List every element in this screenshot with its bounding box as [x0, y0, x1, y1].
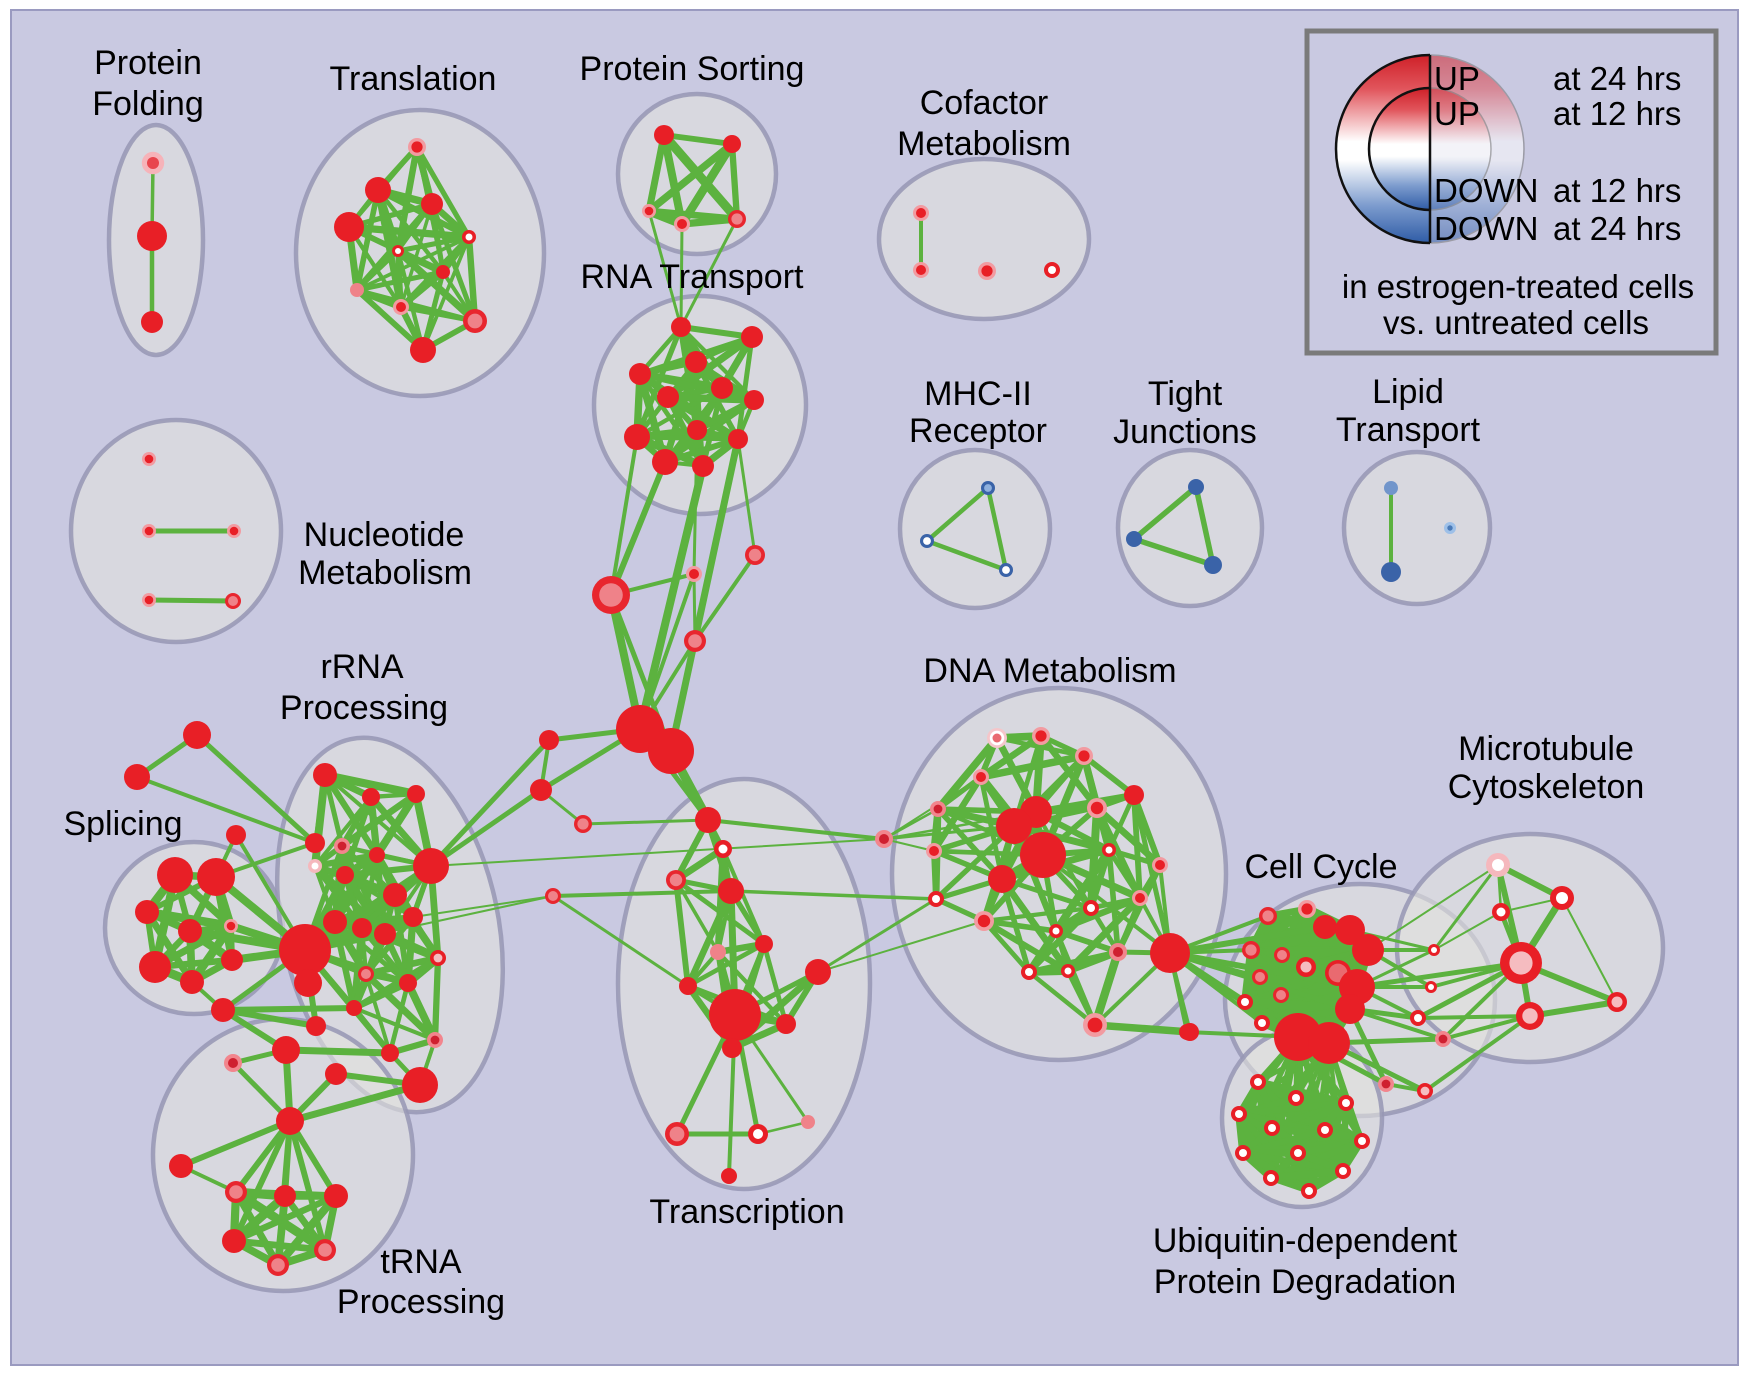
svg-text:Folding: Folding: [92, 85, 204, 123]
svg-text:Transport: Transport: [1336, 411, 1481, 449]
svg-text:Processing: Processing: [337, 1283, 505, 1321]
svg-text:at 24 hrs: at 24 hrs: [1553, 60, 1681, 97]
svg-text:tRNA: tRNA: [380, 1243, 462, 1281]
svg-text:Translation: Translation: [330, 60, 497, 98]
svg-text:Tight: Tight: [1148, 375, 1223, 413]
svg-text:Splicing: Splicing: [63, 805, 182, 843]
svg-text:Protein Degradation: Protein Degradation: [1154, 1263, 1456, 1301]
svg-text:Protein Sorting: Protein Sorting: [580, 50, 805, 88]
svg-text:Processing: Processing: [280, 689, 448, 727]
svg-text:Cell Cycle: Cell Cycle: [1244, 848, 1397, 886]
svg-text:Microtubule: Microtubule: [1458, 730, 1634, 768]
svg-text:Lipid: Lipid: [1372, 373, 1444, 411]
svg-text:Cofactor: Cofactor: [920, 84, 1049, 122]
svg-text:at 12 hrs: at 12 hrs: [1553, 172, 1681, 209]
svg-text:Cytoskeleton: Cytoskeleton: [1448, 768, 1645, 806]
svg-text:DOWN: DOWN: [1434, 172, 1538, 209]
svg-text:Metabolism: Metabolism: [897, 125, 1071, 163]
svg-text:Metabolism: Metabolism: [298, 554, 472, 592]
svg-text:DNA Metabolism: DNA Metabolism: [923, 652, 1176, 690]
svg-text:Protein: Protein: [94, 44, 202, 82]
svg-text:Transcription: Transcription: [649, 1193, 844, 1231]
svg-text:Nucleotide: Nucleotide: [304, 516, 465, 554]
svg-text:MHC-II: MHC-II: [924, 375, 1032, 413]
svg-text:RNA Transport: RNA Transport: [581, 258, 805, 296]
svg-text:in estrogen-treated cells: in estrogen-treated cells: [1342, 268, 1694, 305]
svg-text:at 12 hrs: at 12 hrs: [1553, 95, 1681, 132]
svg-text:Junctions: Junctions: [1113, 413, 1257, 451]
svg-text:vs. untreated cells: vs. untreated cells: [1383, 304, 1649, 341]
svg-text:at 24 hrs: at 24 hrs: [1553, 210, 1681, 247]
svg-text:rRNA: rRNA: [320, 648, 403, 686]
svg-text:DOWN: DOWN: [1434, 210, 1538, 247]
svg-text:Ubiquitin-dependent: Ubiquitin-dependent: [1153, 1222, 1458, 1260]
svg-text:Receptor: Receptor: [909, 412, 1047, 450]
svg-text:UP: UP: [1434, 95, 1480, 132]
svg-text:UP: UP: [1434, 60, 1480, 97]
